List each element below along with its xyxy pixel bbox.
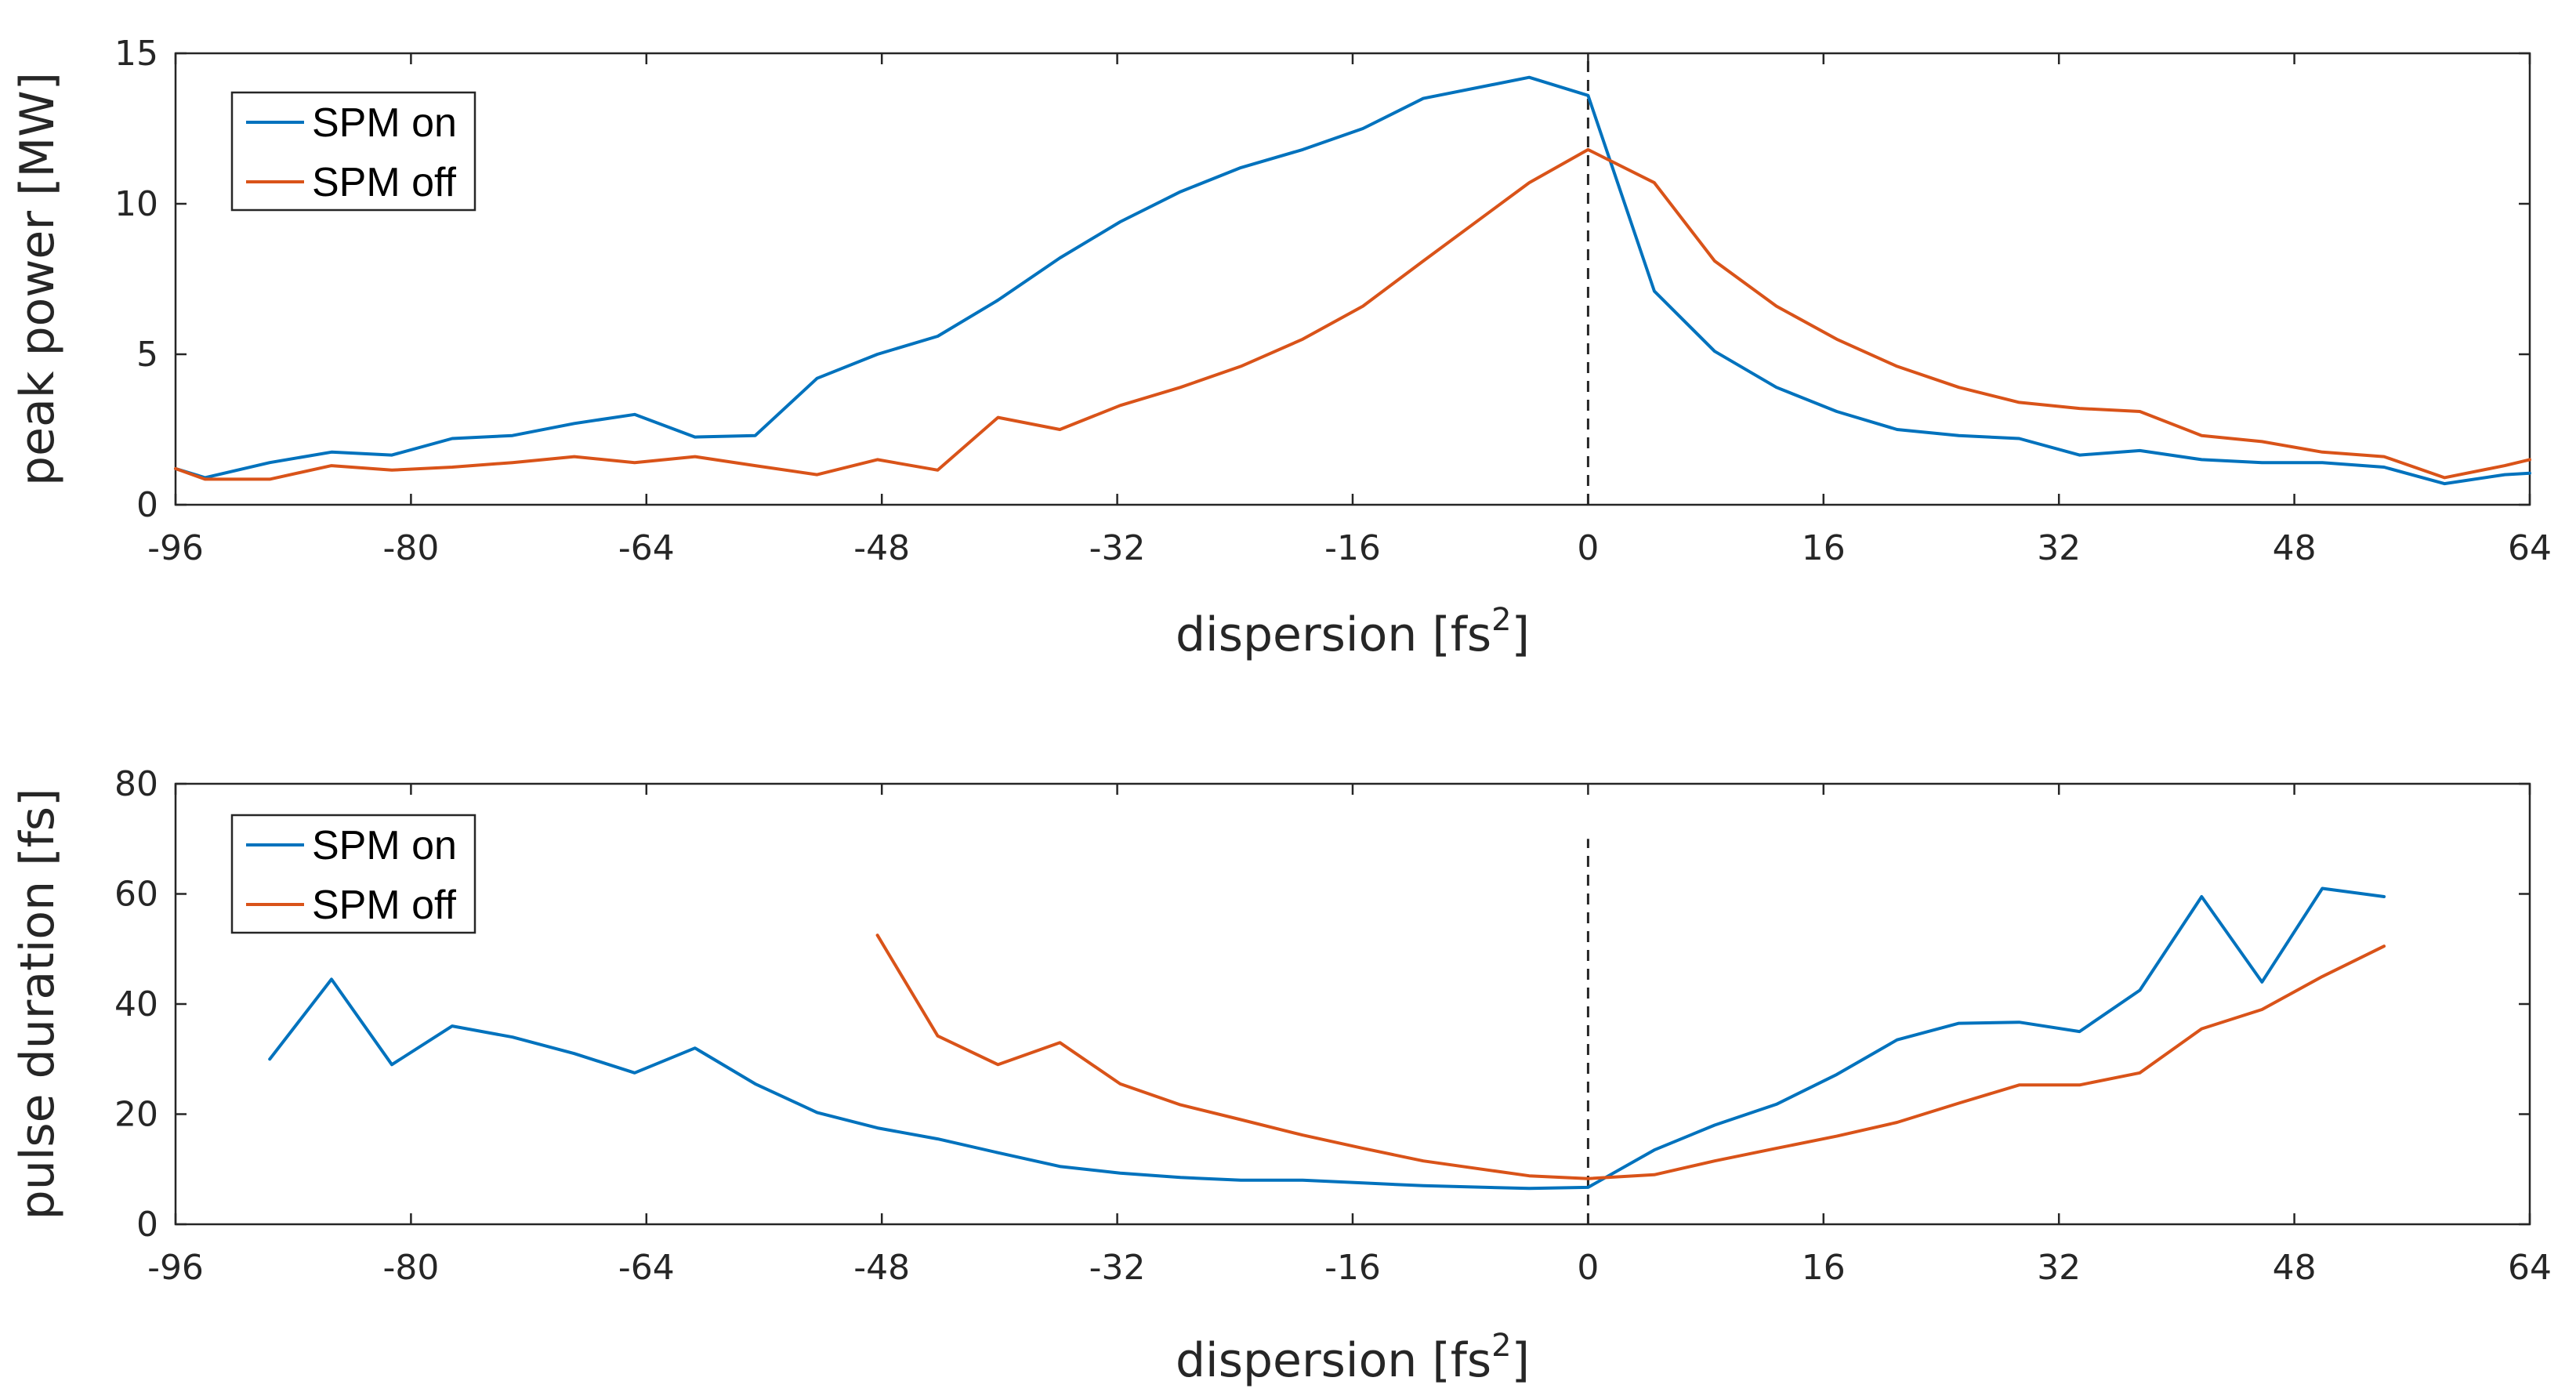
x-tick-label: -16 xyxy=(1324,1248,1381,1288)
x-tick-label: 64 xyxy=(2508,1248,2552,1288)
x-tick-label: -48 xyxy=(853,1248,910,1288)
y-tick-label: 0 xyxy=(136,1205,158,1245)
x-tick-label: 16 xyxy=(1802,1248,1846,1288)
y-tick-label: 60 xyxy=(114,875,158,915)
y-tick-label: 0 xyxy=(136,485,158,525)
x-tick-label: -64 xyxy=(618,528,675,568)
y-tick-label: 20 xyxy=(114,1095,158,1135)
x-tick-label: -96 xyxy=(147,1248,204,1288)
x-axis-title: dispersion [fs2] xyxy=(1176,602,1530,662)
legend-label: SPM off xyxy=(312,160,457,205)
y-tick-label: 40 xyxy=(114,984,158,1024)
x-tick-label: -16 xyxy=(1324,528,1381,568)
x-axis-title-superscript: 2 xyxy=(1491,602,1511,638)
x-tick-label: 0 xyxy=(1577,1248,1599,1288)
y-axis-title: pulse duration [fs] xyxy=(10,788,65,1220)
x-tick-label: -96 xyxy=(147,528,204,568)
x-tick-label: -80 xyxy=(382,1248,439,1288)
legend-label: SPM on xyxy=(312,100,457,146)
x-tick-label: 32 xyxy=(2037,528,2081,568)
y-axis-title: peak power [MW] xyxy=(10,72,65,486)
x-tick-label: 64 xyxy=(2508,528,2552,568)
plot-frame xyxy=(174,52,2531,506)
y-tick-label: 5 xyxy=(136,335,158,375)
x-tick-label: -80 xyxy=(382,528,439,568)
x-axis-title-main: dispersion [fs xyxy=(1176,1333,1491,1388)
x-axis-title-main: dispersion [fs xyxy=(1176,607,1491,662)
x-axis-title-superscript: 2 xyxy=(1491,1328,1511,1364)
x-tick-label: -32 xyxy=(1089,528,1146,568)
series-line-spm-on xyxy=(268,886,2386,1191)
x-tick-label: 16 xyxy=(1802,528,1846,568)
series-line-spm-off xyxy=(875,933,2386,1180)
x-tick-label: -64 xyxy=(618,1248,675,1288)
series-line-spm-on xyxy=(174,75,2531,486)
y-tick-label: 15 xyxy=(114,34,158,74)
chart-peak-power: -96 -80 -64 -48 -32 -16 0 16 32 48 64 0 5 10 15 dispers… xyxy=(10,34,2552,662)
x-tick-label: -32 xyxy=(1089,1248,1146,1288)
legend-label: SPM off xyxy=(312,883,457,928)
legend: SPM on SPM off xyxy=(230,814,476,934)
x-tick-label: 48 xyxy=(2273,528,2317,568)
x-tick-label: 0 xyxy=(1577,528,1599,568)
x-axis-title-end: ] xyxy=(1512,607,1530,662)
legend-label: SPM on xyxy=(312,823,457,868)
y-tick-label: 80 xyxy=(114,764,158,804)
x-tick-label: 32 xyxy=(2037,1248,2081,1288)
legend: SPM on SPM off xyxy=(230,91,476,212)
y-tick-label: 10 xyxy=(114,184,158,224)
legend-box xyxy=(230,91,476,212)
chart-pulse-duration: -96 -80 -64 -48 -32 -16 0 16 32 48 64 0 20 40 60 80 disp… xyxy=(10,764,2552,1388)
x-axis-title-end: ] xyxy=(1512,1333,1530,1388)
legend-box xyxy=(230,814,476,934)
series-line-spm-off xyxy=(174,147,2531,481)
x-tick-label: 48 xyxy=(2273,1248,2317,1288)
plot-frame xyxy=(174,782,2531,1226)
x-axis-title: dispersion [fs2] xyxy=(1176,1328,1530,1388)
x-tick-label: -48 xyxy=(853,528,910,568)
